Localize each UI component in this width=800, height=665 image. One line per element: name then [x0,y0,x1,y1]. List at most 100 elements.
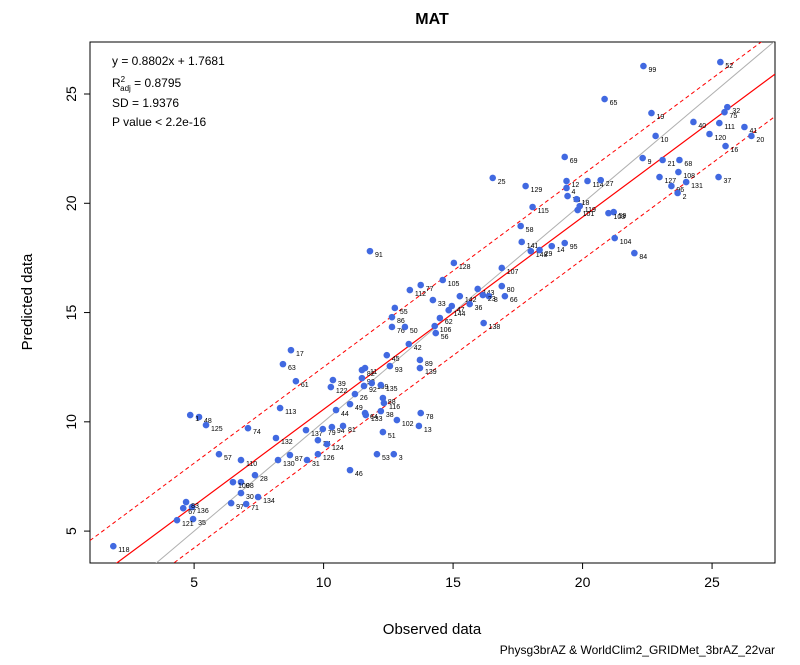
point-label: 12 [572,182,580,189]
point [498,264,506,272]
point [339,422,347,430]
point [518,238,526,246]
point [648,109,655,117]
point-label: 135 [386,386,398,393]
point-label: 118 [118,547,129,554]
point-label: 74 [253,429,261,436]
point [479,291,487,299]
point [668,182,675,190]
point-label: 107 [507,269,519,276]
point-label: 119 [585,207,596,214]
point-label: 18 [582,200,590,207]
point [302,426,310,434]
point-label: 108 [683,173,695,180]
point-label: 47 [457,307,465,314]
point-label: 103 [613,214,625,221]
point [466,300,473,308]
point-label: 48 [204,418,212,425]
point-label: 53 [382,455,390,462]
r2-sup: 2 [121,75,126,84]
point [244,424,252,432]
point-label: 100 [238,483,250,490]
point [652,132,659,140]
point [351,390,359,398]
point-label: 88 [388,399,396,406]
point [417,281,425,289]
point-label: 32 [732,108,740,115]
point [229,478,237,486]
point-label: 41 [749,128,757,135]
point [182,498,190,506]
point-label: 63 [288,365,296,372]
identity-line [155,42,775,563]
point-label: 84 [639,254,647,261]
point-label: 122 [336,388,348,395]
point [380,399,388,407]
point [361,364,369,372]
point [319,425,327,433]
point [573,195,580,203]
point [292,377,300,385]
point [706,130,713,138]
point [439,276,447,284]
point [659,156,666,164]
point-label: 128 [459,264,471,271]
point [173,516,181,524]
point-label: 127 [664,178,676,185]
point-label: 114 [592,182,603,189]
point [391,304,399,312]
point [287,346,295,354]
point [377,381,385,389]
point [303,456,311,464]
point [276,404,284,412]
point [415,422,423,430]
point-label: 97 [236,504,244,511]
prediction-band [172,116,775,563]
point [416,364,424,372]
point-label: 101 [583,211,595,218]
point [390,450,398,458]
point-label: 120 [714,135,726,142]
point-label: 67 [188,509,196,516]
point [611,234,618,242]
point-label: 79 [328,430,336,437]
point-label: 14 [557,247,565,254]
point [237,456,245,464]
point-label: 3 [399,455,403,462]
point-label: 94 [337,428,345,435]
point [286,451,294,459]
point-label: 124 [332,445,344,452]
point [517,222,524,230]
point-label: 30 [246,494,254,501]
point [548,242,556,250]
point-label: 144 [454,311,466,318]
point-label: 1 [195,416,199,423]
r2-value: = 0.8795 [131,76,182,90]
point-label: 75 [729,113,737,120]
point [329,376,337,384]
point-label: 92 [369,387,377,394]
point-label: 116 [389,404,400,411]
point-label: 17 [296,351,304,358]
point-label: 39 [338,381,346,388]
point-label: 69 [570,158,578,165]
point [179,504,187,512]
point-label: 126 [323,455,335,462]
plot-frame [89,41,776,564]
point [563,177,570,185]
point-label: 86 [397,318,405,325]
point-label: 96 [676,187,684,194]
point [186,411,194,419]
point [640,62,647,70]
point [368,379,376,387]
point-label: 137 [311,431,323,438]
point-label: 28 [260,476,268,483]
point-label: 64 [370,414,378,421]
point-label: 89 [425,361,433,368]
prediction-band [90,42,763,541]
point-label: 104 [620,239,632,246]
point-label: 129 [531,187,543,194]
point [601,95,608,103]
point-label: 65 [610,100,618,107]
